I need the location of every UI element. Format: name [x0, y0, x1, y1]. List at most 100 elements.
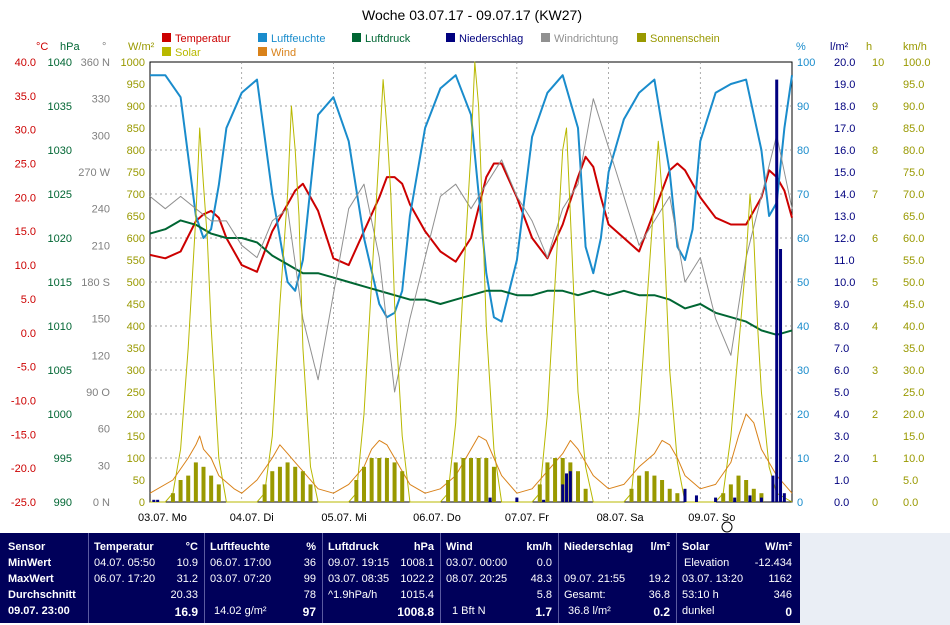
temp-current-value: 16.9: [174, 605, 198, 619]
axis-tick-label: 40.0: [15, 57, 36, 69]
axis-tick-label: 18.0: [834, 101, 855, 113]
axis-tick-label: -10.0: [11, 395, 36, 407]
bar-sonnenschein: [392, 462, 397, 502]
axis-tick-label: 950: [127, 79, 145, 91]
solar-current-value: 0: [785, 605, 792, 619]
bar-sonnenschein: [400, 471, 405, 502]
solar-header: Solar: [682, 541, 710, 553]
bar-sonnenschein: [637, 475, 642, 502]
wind-current-value: 1.7: [535, 605, 552, 619]
bar-niederschlag: [694, 495, 698, 502]
bar-sonnenschein: [377, 458, 382, 502]
solar-unit: W/m²: [765, 541, 792, 553]
chart-title: Woche 03.07.17 - 09.07.17 (KW27): [362, 7, 582, 23]
solar-duration: 53:10 h: [682, 589, 719, 601]
rain-unit: l/m²: [650, 541, 670, 553]
bar-niederschlag: [775, 79, 779, 502]
axis-tick-label: 150: [92, 314, 110, 326]
axis-tick-label: 15.0: [834, 167, 855, 179]
axis-tick-label: 5.0: [21, 294, 36, 306]
axis-tick-label: -20.0: [11, 463, 36, 475]
x-tick-label: 07.07. Fr: [505, 512, 549, 524]
weather-chart: °C40.035.030.025.020.015.010.05.00.0-5.0…: [11, 7, 931, 533]
axis-tick-label: 0.0: [903, 497, 918, 509]
axis-tick-label: 30: [797, 365, 809, 377]
legend-label: Niederschlag: [459, 33, 523, 45]
axis-tick-label: 45.0: [903, 299, 924, 311]
solar-max-value: 1162: [768, 573, 792, 585]
bar-sonnenschein: [453, 462, 458, 502]
axis-tick-label: 30: [98, 460, 110, 472]
axis-tick-label: 800: [127, 145, 145, 157]
legend-label: Windrichtung: [554, 33, 618, 45]
axis-tick-label: 70.0: [903, 189, 924, 201]
axis-tick-label: 40: [797, 321, 809, 333]
wind-max-value: 48.3: [530, 573, 552, 585]
legend-swatch: [258, 33, 267, 42]
temp-min-value: 10.9: [176, 557, 198, 569]
bar-niederschlag: [779, 249, 783, 502]
row-label-current: 09.07. 23:00: [8, 605, 70, 617]
bar-niederschlag: [782, 493, 786, 502]
wind-header: Wind: [446, 541, 473, 553]
axis-tick-label: 30.0: [903, 365, 924, 377]
hum-avg-value: 78: [303, 589, 316, 601]
scroll-marker-icon: [721, 521, 733, 533]
rain-total-label: Gesamt:: [564, 589, 606, 601]
axis-tick-label: 80: [797, 145, 809, 157]
axis-tick-label: 210: [92, 240, 110, 252]
axis-tick-label: 7: [872, 189, 878, 201]
x-tick-label: 08.07. Sa: [597, 512, 645, 524]
axis-tick-label: 240: [92, 204, 110, 216]
axis-tick-label: -25.0: [11, 497, 36, 509]
pres-header: Luftdruck: [328, 541, 379, 553]
bar-sonnenschein: [629, 488, 634, 502]
axis-tick-label: 0.0: [21, 328, 36, 340]
axis-tick-label: 9: [872, 101, 878, 113]
axis-tick-label: 180 S: [81, 277, 110, 289]
wind-beaufort: 1 Bft N: [452, 605, 486, 617]
bar-niederschlag: [561, 484, 565, 502]
temp-max-time: 06.07. 17:20: [94, 573, 156, 585]
rain-current-value: 0.2: [653, 605, 670, 619]
solar-avg-value: 346: [773, 589, 792, 601]
bar-niederschlag: [759, 497, 763, 502]
legend-label: Luftfeuchte: [271, 33, 325, 45]
axis-tick-label: 1015: [48, 277, 72, 289]
bar-niederschlag: [683, 488, 687, 502]
axis-tick-label: 0: [797, 497, 803, 509]
hum-max-value: 99: [303, 573, 316, 585]
wind-unit: km/h: [526, 541, 552, 553]
axis-tick-label: 650: [127, 211, 145, 223]
axis-tick-label: 70: [797, 189, 809, 201]
wind-min-value: 0.0: [536, 557, 552, 569]
temp-avg-value: 20.33: [170, 589, 198, 601]
axis-tick-label: 250: [127, 387, 145, 399]
axis-tick-label: 20.0: [834, 57, 855, 69]
axis-tick-label: 850: [127, 123, 145, 135]
bar-sonnenschein: [652, 475, 657, 502]
bar-sonnenschein: [362, 466, 366, 502]
axis-tick-label: 330: [92, 94, 110, 106]
axis-tick-label: 1030: [48, 145, 72, 157]
x-tick-label: 03.07. Mo: [138, 512, 187, 524]
axis-unit-label: °C: [36, 41, 48, 53]
axis-tick-label: 0 N: [93, 497, 110, 509]
bar-sonnenschein: [193, 462, 198, 502]
axis-tick-label: 19.0: [834, 79, 855, 91]
bar-sonnenschein: [308, 484, 313, 502]
bar-sonnenschein: [178, 480, 183, 502]
axis-tick-label: 900: [127, 101, 145, 113]
axis-tick-label: 50: [797, 277, 809, 289]
axis-tick-label: 300: [127, 365, 145, 377]
rain-week-total: 36.8 l/m²: [568, 605, 611, 617]
axis-tick-label: 11.0: [834, 255, 855, 267]
axis-tick-label: 50.0: [903, 277, 924, 289]
axis-tick-label: 1000: [48, 409, 72, 421]
axis-tick-label: 55.0: [903, 255, 924, 267]
axis-tick-label: 400: [127, 321, 145, 333]
bar-sonnenschein: [728, 484, 733, 502]
axis-tick-label: 10.0: [903, 453, 924, 465]
axis-tick-label: 10: [872, 57, 884, 69]
axis-tick-label: 65.0: [903, 211, 924, 223]
